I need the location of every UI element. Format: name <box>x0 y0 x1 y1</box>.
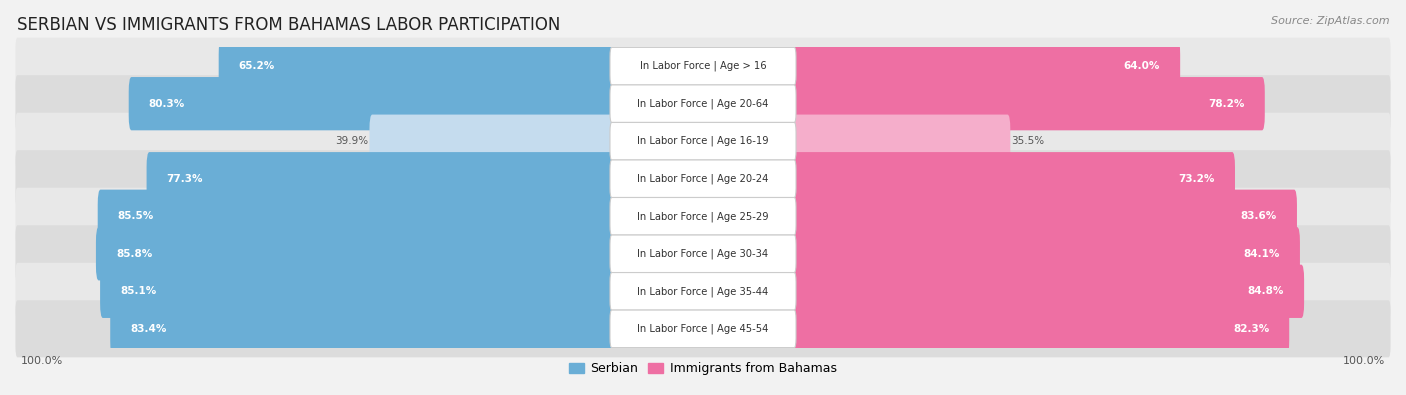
Text: Source: ZipAtlas.com: Source: ZipAtlas.com <box>1271 16 1389 26</box>
Text: 73.2%: 73.2% <box>1178 174 1215 184</box>
Text: 77.3%: 77.3% <box>166 174 202 184</box>
FancyBboxPatch shape <box>15 300 1391 357</box>
Text: In Labor Force | Age 20-64: In Labor Force | Age 20-64 <box>637 98 769 109</box>
Text: 85.1%: 85.1% <box>120 286 156 296</box>
Text: 82.3%: 82.3% <box>1233 324 1270 334</box>
FancyBboxPatch shape <box>15 38 1391 95</box>
FancyBboxPatch shape <box>793 190 1296 243</box>
FancyBboxPatch shape <box>129 77 613 130</box>
Text: In Labor Force | Age > 16: In Labor Force | Age > 16 <box>640 61 766 71</box>
FancyBboxPatch shape <box>15 150 1391 207</box>
Text: 100.0%: 100.0% <box>1343 356 1385 366</box>
FancyBboxPatch shape <box>793 302 1289 356</box>
Text: 85.5%: 85.5% <box>118 211 153 221</box>
FancyBboxPatch shape <box>15 75 1391 132</box>
Text: In Labor Force | Age 45-54: In Labor Force | Age 45-54 <box>637 324 769 334</box>
FancyBboxPatch shape <box>793 77 1265 130</box>
FancyBboxPatch shape <box>793 40 1180 93</box>
FancyBboxPatch shape <box>100 265 613 318</box>
FancyBboxPatch shape <box>15 225 1391 282</box>
Text: 83.6%: 83.6% <box>1240 211 1277 221</box>
Text: 100.0%: 100.0% <box>21 356 63 366</box>
FancyBboxPatch shape <box>610 85 796 122</box>
Text: In Labor Force | Age 20-24: In Labor Force | Age 20-24 <box>637 173 769 184</box>
FancyBboxPatch shape <box>610 122 796 160</box>
Text: 83.4%: 83.4% <box>131 324 166 334</box>
FancyBboxPatch shape <box>793 152 1234 205</box>
FancyBboxPatch shape <box>96 227 613 280</box>
Text: 84.8%: 84.8% <box>1247 286 1284 296</box>
FancyBboxPatch shape <box>610 310 796 348</box>
Text: In Labor Force | Age 16-19: In Labor Force | Age 16-19 <box>637 136 769 147</box>
Text: In Labor Force | Age 35-44: In Labor Force | Age 35-44 <box>637 286 769 297</box>
Text: In Labor Force | Age 30-34: In Labor Force | Age 30-34 <box>637 248 769 259</box>
Text: 80.3%: 80.3% <box>149 99 186 109</box>
Text: SERBIAN VS IMMIGRANTS FROM BAHAMAS LABOR PARTICIPATION: SERBIAN VS IMMIGRANTS FROM BAHAMAS LABOR… <box>17 16 560 34</box>
FancyBboxPatch shape <box>610 273 796 310</box>
Text: In Labor Force | Age 25-29: In Labor Force | Age 25-29 <box>637 211 769 222</box>
FancyBboxPatch shape <box>793 227 1301 280</box>
Text: 39.9%: 39.9% <box>336 136 368 146</box>
Text: 64.0%: 64.0% <box>1123 61 1160 71</box>
Text: 35.5%: 35.5% <box>1011 136 1045 146</box>
Legend: Serbian, Immigrants from Bahamas: Serbian, Immigrants from Bahamas <box>564 357 842 380</box>
FancyBboxPatch shape <box>370 115 613 168</box>
Text: 84.1%: 84.1% <box>1243 249 1279 259</box>
Text: 85.8%: 85.8% <box>115 249 152 259</box>
FancyBboxPatch shape <box>15 113 1391 170</box>
FancyBboxPatch shape <box>793 115 1011 168</box>
FancyBboxPatch shape <box>219 40 613 93</box>
FancyBboxPatch shape <box>15 263 1391 320</box>
FancyBboxPatch shape <box>610 47 796 85</box>
Text: 78.2%: 78.2% <box>1208 99 1244 109</box>
FancyBboxPatch shape <box>15 188 1391 245</box>
Text: 65.2%: 65.2% <box>239 61 276 71</box>
FancyBboxPatch shape <box>97 190 613 243</box>
FancyBboxPatch shape <box>793 265 1305 318</box>
FancyBboxPatch shape <box>610 198 796 235</box>
FancyBboxPatch shape <box>610 160 796 198</box>
FancyBboxPatch shape <box>110 302 613 356</box>
FancyBboxPatch shape <box>146 152 613 205</box>
FancyBboxPatch shape <box>610 235 796 273</box>
